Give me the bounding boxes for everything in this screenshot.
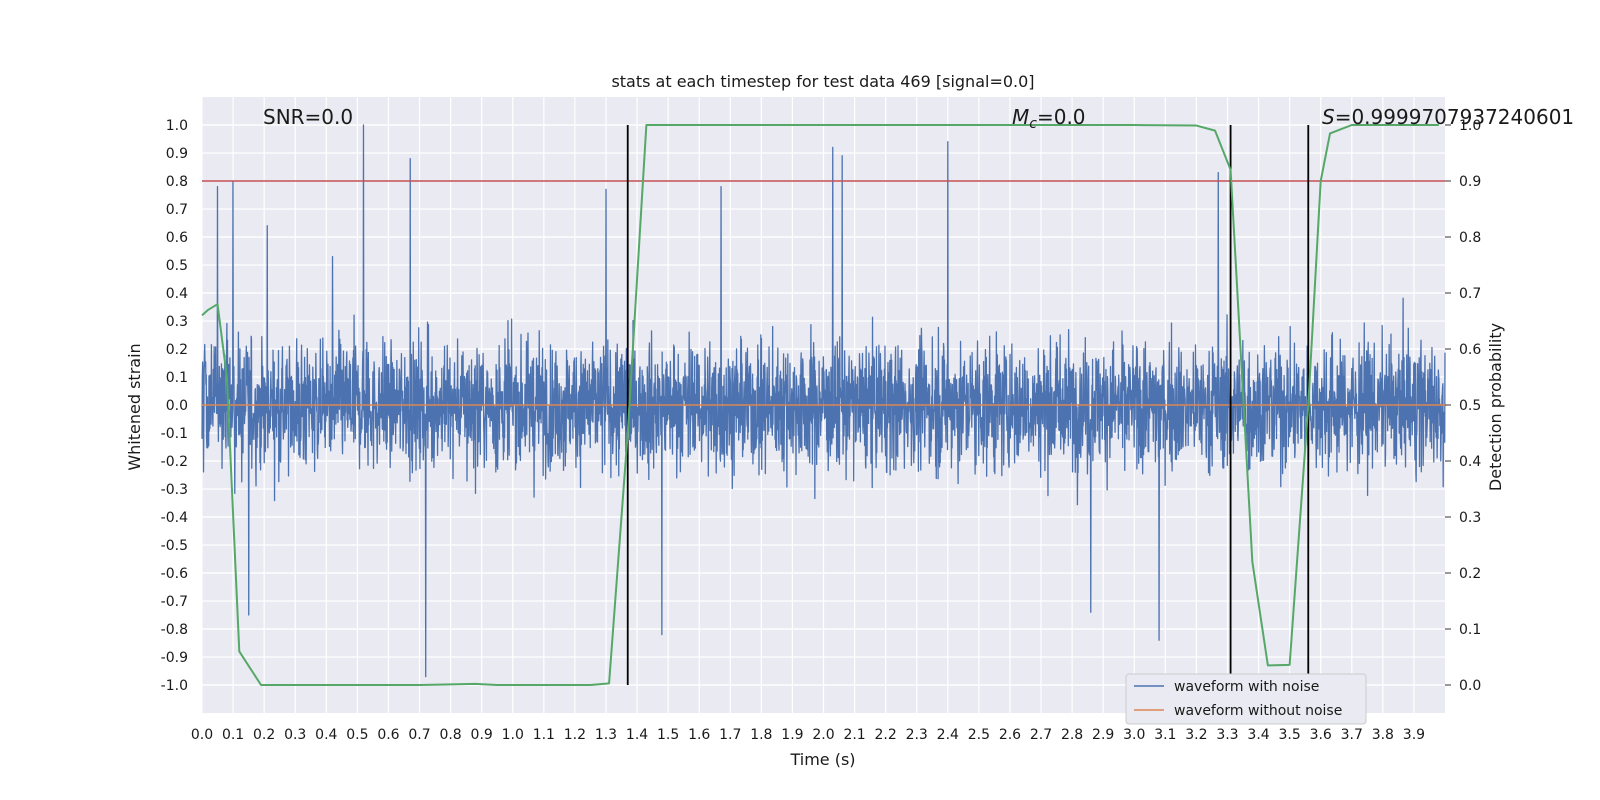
x-tick-label: 0.8	[439, 727, 461, 743]
x-tick-label: 2.5	[968, 727, 990, 743]
x-tick-label: 0.5	[346, 727, 368, 743]
line-waveform-with-noise	[201, 124, 1446, 678]
y-axis-label: Whitened strain	[125, 343, 144, 470]
y-tick-label: 0.9	[166, 146, 188, 162]
x-tick-label: 1.8	[750, 727, 772, 743]
annotation-mc-value: =0.0	[1037, 105, 1086, 129]
chart-title: stats at each timestep for test data 469…	[611, 72, 1034, 91]
y-tick-label: -0.1	[161, 426, 188, 442]
y-tick-label: 0.6	[166, 230, 188, 246]
x-tick-label: 1.6	[688, 727, 710, 743]
annotation-s: S=0.9999707937240601	[1322, 105, 1574, 129]
x-tick-label: 3.3	[1216, 727, 1238, 743]
y2-tick-label: 0.7	[1459, 286, 1481, 302]
y2-tick-label: 0.9	[1459, 174, 1481, 190]
x-tick-labels: 0.0 0.1 0.2 0.3 0.4 0.5 0.6 0.7 0.8 0.9 1.0 1.1 1.2 1…	[191, 727, 1425, 743]
x-tick-label: 2.1	[843, 727, 865, 743]
x-tick-label: 3.8	[1372, 727, 1394, 743]
x-tick-label: 3.0	[1123, 727, 1145, 743]
x-tick-label: 0.0	[191, 727, 213, 743]
legend: waveform with noise waveform without noi…	[1125, 673, 1367, 725]
y2-tick-label: 0.8	[1459, 230, 1481, 246]
x-axis-label: Time (s)	[789, 750, 855, 769]
annotation-mc-sub: c	[1029, 116, 1037, 132]
x-tick-label: 3.4	[1247, 727, 1269, 743]
x-tick-label: 3.9	[1403, 727, 1425, 743]
y-tick-label: 0.1	[166, 370, 188, 386]
y-tick-labels: 1.0 0.9 0.8 0.7 0.6 0.5 0.4 0.3 0.2 0.1 0.0 -0.1 -0.…	[161, 118, 188, 694]
y-tick-label: -0.2	[161, 454, 188, 470]
y-tick-label: -0.5	[161, 538, 188, 554]
x-tick-label: 1.7	[719, 727, 741, 743]
line-detection-probability	[201, 124, 1439, 686]
x-tick-label: 1.4	[626, 727, 648, 743]
x-tick-label: 0.3	[284, 727, 306, 743]
y2-tick-label: 0.0	[1459, 678, 1481, 694]
x-tick-label: 3.5	[1278, 727, 1300, 743]
y-tick-label: 0.5	[166, 258, 188, 274]
y2-tick-label: 0.5	[1459, 398, 1481, 414]
annotation-mc: Mc=0.0	[1012, 105, 1086, 132]
y-tick-label: -0.7	[161, 594, 188, 610]
y-tick-label: -0.3	[161, 482, 188, 498]
y2-axis-label: Detection probability	[1486, 323, 1505, 491]
y-tick-label: 0.4	[166, 286, 188, 302]
y-tick-label: 0.3	[166, 314, 188, 330]
y2-tick-label: 0.6	[1459, 342, 1481, 358]
y-tick-label: 0.2	[166, 342, 188, 358]
x-tick-label: 1.9	[781, 727, 803, 743]
y-tick-label: 0.8	[166, 174, 188, 190]
annotation-mc-symbol: M	[1012, 105, 1029, 129]
y-tick-label: -0.8	[161, 622, 188, 638]
x-tick-label: 0.2	[253, 727, 275, 743]
x-tick-label: 0.9	[471, 727, 493, 743]
x-tick-label: 2.2	[875, 727, 897, 743]
legend-box	[1125, 673, 1367, 725]
x-tick-label: 0.4	[315, 727, 337, 743]
y2-tick-labels: 1.0 0.9 0.8 0.7 0.6 0.5 0.4 0.3 0.2 0.1 0.0	[1445, 118, 1481, 694]
x-tick-label: 2.4	[937, 727, 959, 743]
x-tick-label: 2.7	[1030, 727, 1052, 743]
y2-tick-label: 0.4	[1459, 454, 1481, 470]
x-tick-label: 2.9	[1092, 727, 1114, 743]
x-tick-label: 2.3	[906, 727, 928, 743]
y-tick-label: -0.9	[161, 650, 188, 666]
annotation-snr: SNR=0.0	[263, 105, 353, 129]
x-tick-label: 0.1	[222, 727, 244, 743]
annotation-s-value: =0.9999707937240601	[1335, 105, 1574, 129]
x-tick-label: 2.6	[999, 727, 1021, 743]
y2-tick-label: 0.3	[1459, 510, 1481, 526]
x-tick-label: 1.5	[657, 727, 679, 743]
x-tick-label: 2.8	[1061, 727, 1083, 743]
y-tick-label: 1.0	[166, 118, 188, 134]
y2-tick-label: 1.0	[1459, 118, 1481, 134]
y-tick-label: -0.6	[161, 566, 188, 582]
y2-tick-label: 0.2	[1459, 566, 1481, 582]
x-tick-label: 3.1	[1154, 727, 1176, 743]
x-tick-label: 1.0	[502, 727, 524, 743]
y-tick-label: -0.4	[161, 510, 188, 526]
legend-entry-noise: waveform with noise	[1174, 679, 1319, 695]
y2-tick-label: 0.1	[1459, 622, 1481, 638]
x-tick-label: 0.6	[377, 727, 399, 743]
series-waveform-with-noise	[201, 124, 1446, 678]
x-tick-label: 3.7	[1341, 727, 1363, 743]
y-tick-label: 0.7	[166, 202, 188, 218]
x-tick-label: 0.7	[408, 727, 430, 743]
x-tick-label: 3.2	[1185, 727, 1207, 743]
y-tick-label: -1.0	[161, 678, 188, 694]
annotation-s-symbol: S	[1322, 105, 1335, 129]
series-detection-probability	[201, 124, 1439, 686]
legend-entry-clean: waveform without noise	[1174, 703, 1342, 719]
x-tick-label: 1.2	[564, 727, 586, 743]
x-tick-label: 1.3	[595, 727, 617, 743]
x-tick-label: 3.6	[1310, 727, 1332, 743]
x-tick-label: 2.0	[812, 727, 834, 743]
y-tick-label: 0.0	[166, 398, 188, 414]
x-tick-label: 1.1	[533, 727, 555, 743]
